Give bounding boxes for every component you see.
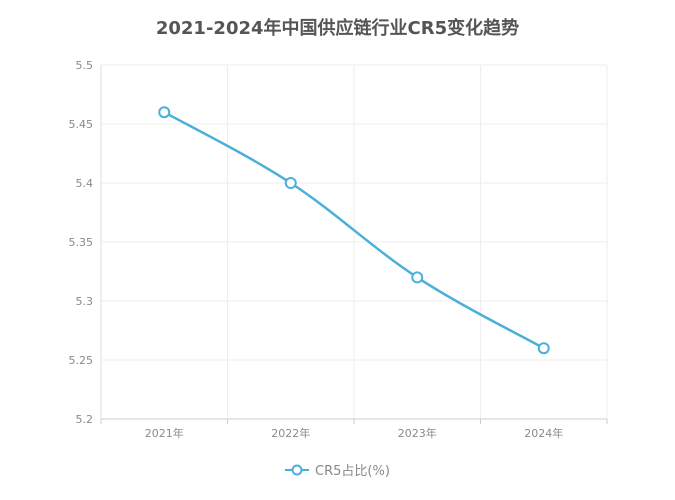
x-tick-label: 2023年 xyxy=(398,426,437,440)
series-group xyxy=(158,106,550,355)
grid-lines xyxy=(101,64,608,419)
axes xyxy=(100,65,608,424)
y-tick-label: 5.35 xyxy=(69,236,94,249)
legend[interactable]: CR5占比(%) xyxy=(0,460,675,479)
x-tick-label: 2021年 xyxy=(145,426,184,440)
y-tick-label: 5.45 xyxy=(69,118,94,131)
legend-line-marker-icon xyxy=(285,464,310,475)
legend-label: CR5占比(%) xyxy=(315,464,390,479)
data-point xyxy=(537,342,550,355)
y-tick-label: 5.2 xyxy=(76,413,94,426)
data-point xyxy=(158,106,171,119)
y-axis-tick-labels: 5.2 5.25 5.3 5.35 5.4 5.45 5.5 xyxy=(69,59,94,426)
x-tick-label: 2024年 xyxy=(524,426,563,440)
y-tick-label: 5.25 xyxy=(69,354,94,367)
data-point xyxy=(411,271,424,284)
y-tick-label: 5.3 xyxy=(76,295,94,308)
x-tick-label: 2022年 xyxy=(271,426,310,440)
series-line xyxy=(163,111,545,350)
x-axis-tick-labels: 2021年 2022年 2023年 2024年 xyxy=(145,426,564,440)
y-tick-label: 5.4 xyxy=(76,177,94,190)
y-tick-label: 5.5 xyxy=(76,59,94,72)
data-point xyxy=(284,177,297,189)
chart-title: 2021-2024年中国供应链行业CR5变化趋势 xyxy=(155,18,520,39)
